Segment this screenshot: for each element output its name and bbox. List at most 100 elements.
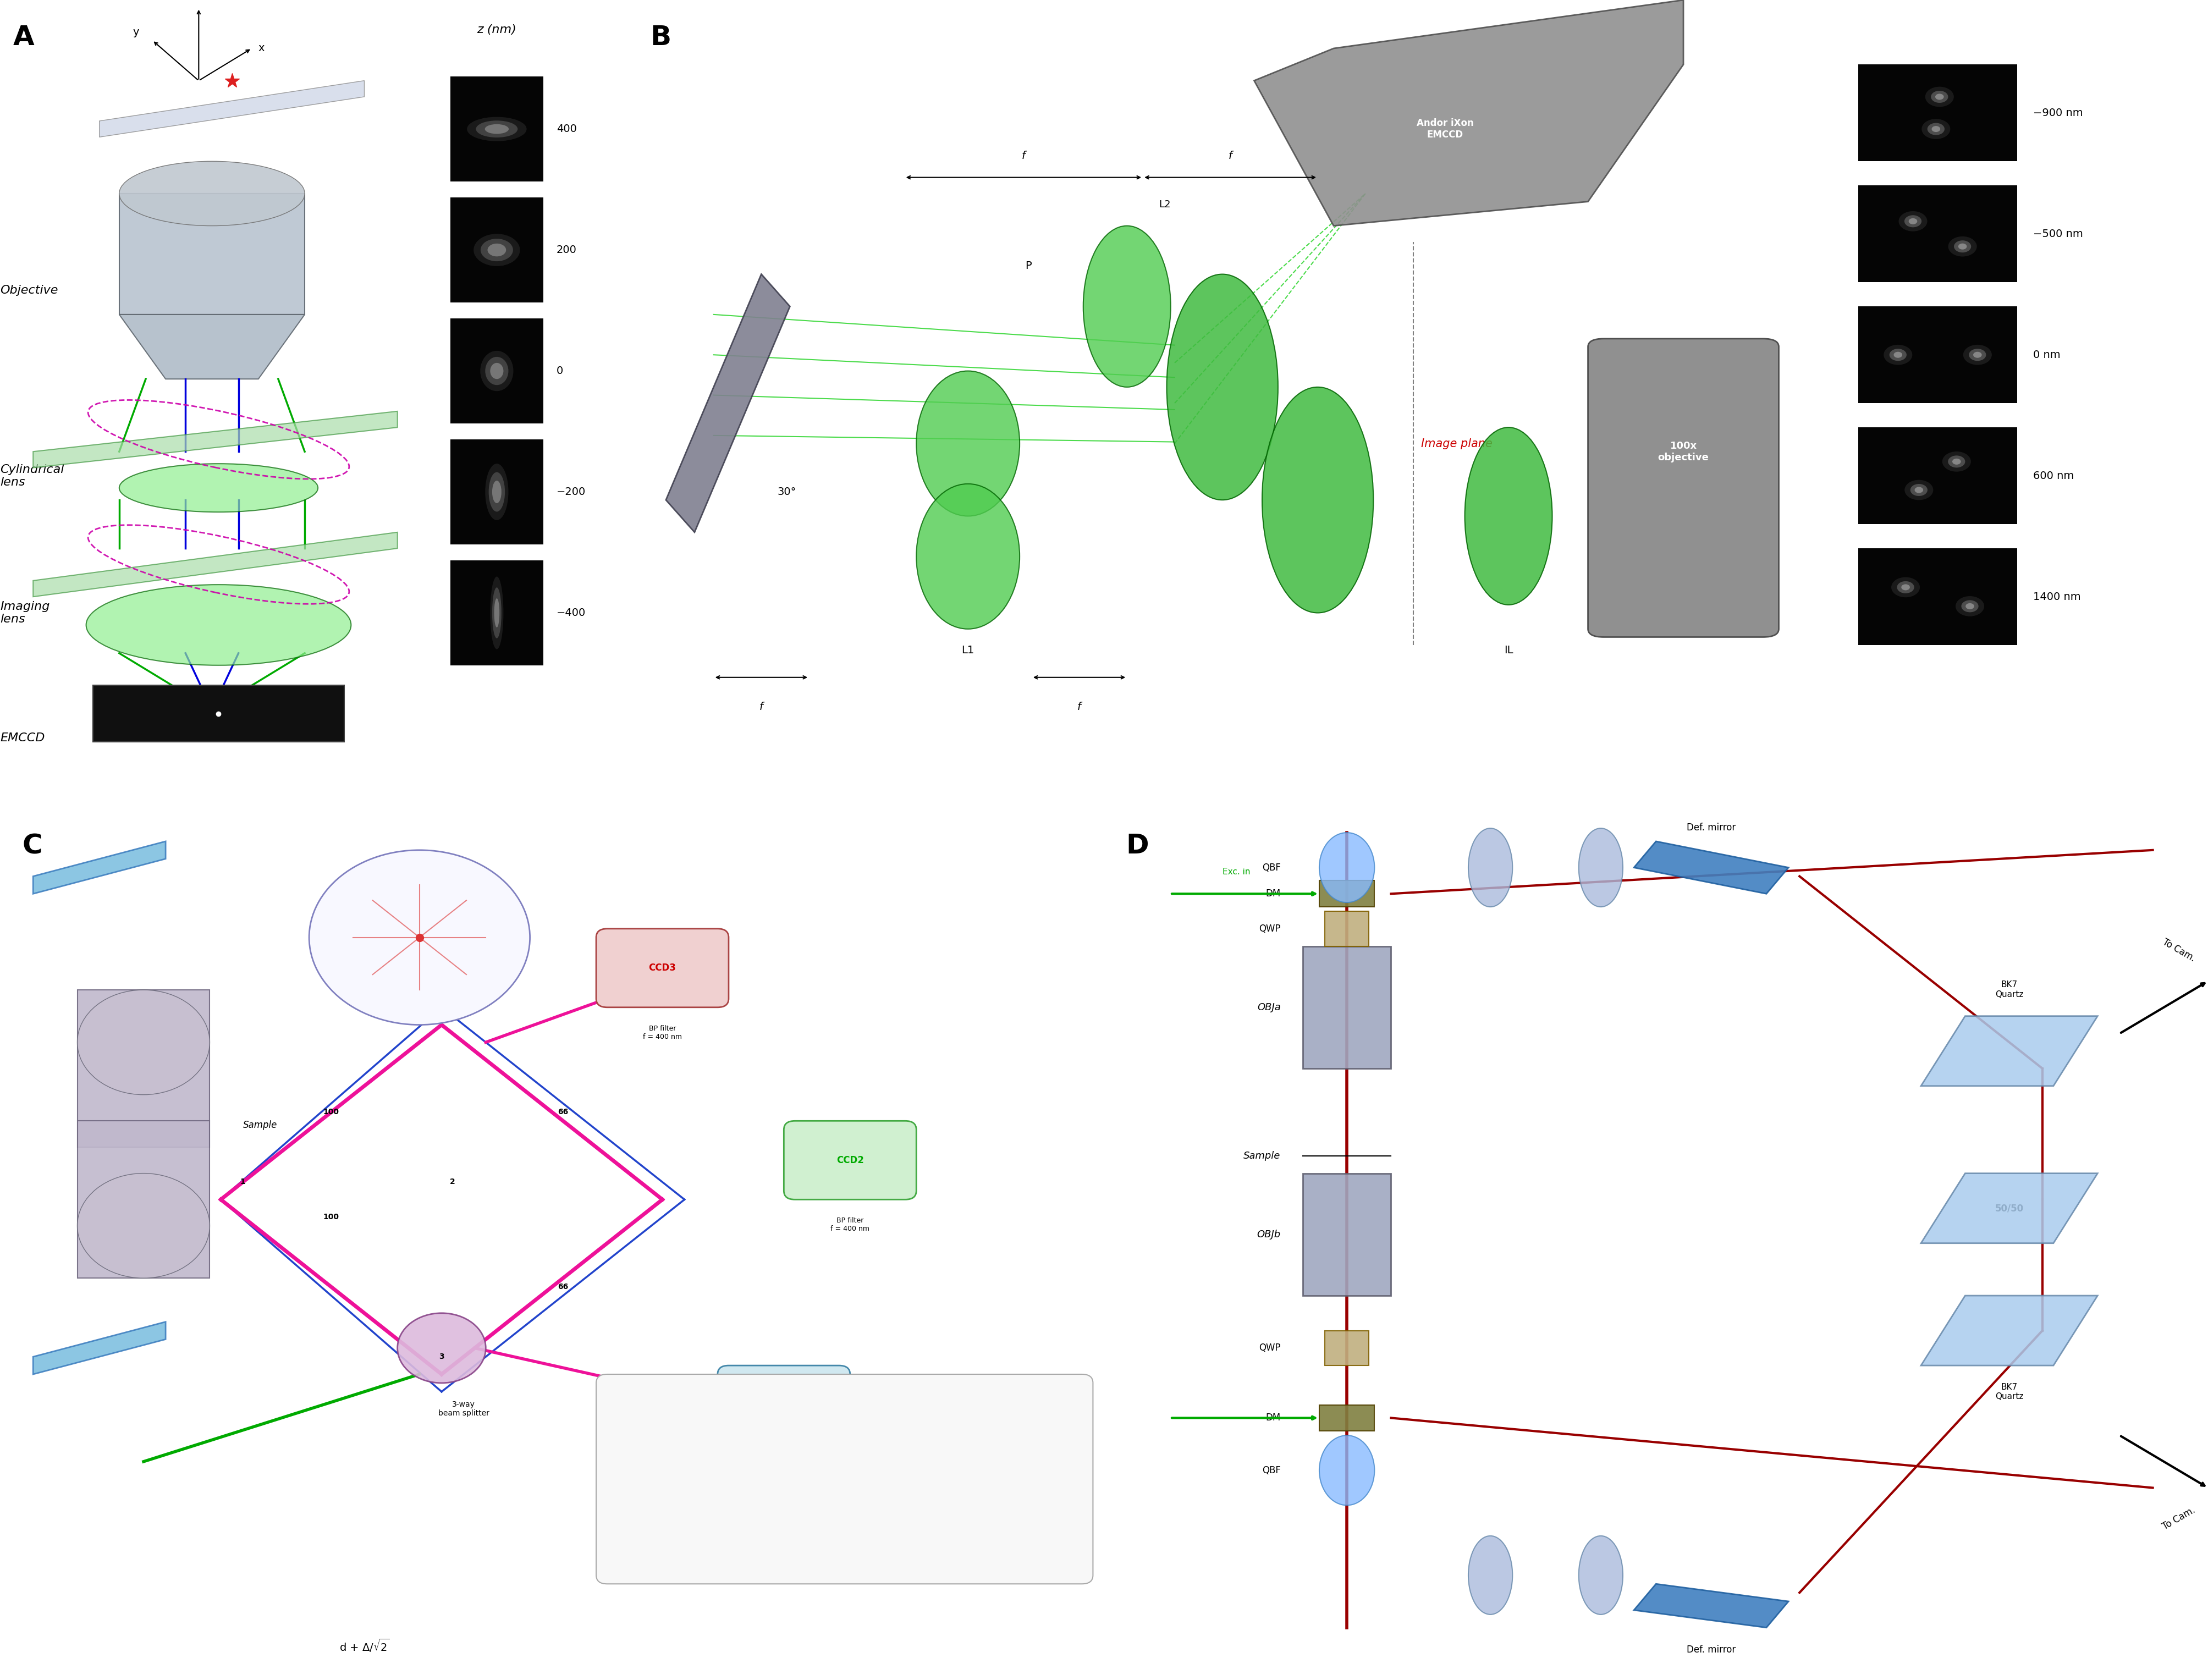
- Ellipse shape: [1921, 119, 1950, 139]
- Ellipse shape: [1928, 123, 1945, 134]
- Text: L2: L2: [1159, 200, 1170, 210]
- Text: Andor iXon
EMCCD: Andor iXon EMCCD: [1415, 118, 1473, 139]
- Polygon shape: [77, 990, 210, 1147]
- Ellipse shape: [1925, 87, 1954, 108]
- Text: f: f: [1078, 702, 1082, 712]
- Polygon shape: [450, 561, 543, 665]
- Text: 3  Mirror: 3 Mirror: [629, 1470, 662, 1478]
- Text: DM: DM: [1265, 1413, 1281, 1423]
- Text: 1  66:33 Beam splitter: 1 66:33 Beam splitter: [629, 1401, 715, 1408]
- Text: OBJa: OBJa: [1256, 1003, 1281, 1013]
- Text: 16.5: 16.5: [740, 1532, 757, 1539]
- Ellipse shape: [1947, 455, 1965, 467]
- Ellipse shape: [486, 356, 508, 385]
- FancyBboxPatch shape: [718, 1366, 850, 1445]
- Text: −900 nm: −900 nm: [2034, 108, 2082, 118]
- Text: QBF: QBF: [1263, 862, 1281, 872]
- Text: To Cam.: To Cam.: [2162, 937, 2197, 964]
- Polygon shape: [1634, 842, 1788, 894]
- Text: (a) 50/: (a) 50/: [629, 1505, 654, 1514]
- Polygon shape: [119, 193, 305, 314]
- Text: 600 nm: 600 nm: [2034, 470, 2073, 480]
- Circle shape: [309, 850, 530, 1025]
- Text: DM: DM: [1265, 889, 1281, 899]
- Ellipse shape: [77, 1173, 210, 1278]
- Text: Sample: Sample: [243, 1121, 278, 1131]
- Polygon shape: [450, 198, 543, 302]
- Ellipse shape: [1908, 218, 1917, 223]
- Ellipse shape: [488, 244, 506, 257]
- Ellipse shape: [477, 121, 517, 138]
- Ellipse shape: [1932, 126, 1941, 133]
- Ellipse shape: [1897, 581, 1914, 593]
- Ellipse shape: [1943, 452, 1972, 472]
- Ellipse shape: [916, 484, 1020, 628]
- Text: 30°: 30°: [777, 487, 797, 497]
- Ellipse shape: [492, 588, 501, 638]
- Ellipse shape: [1910, 484, 1928, 496]
- Text: Exc. in: Exc. in: [1223, 869, 1250, 877]
- Polygon shape: [33, 842, 166, 894]
- Text: 1: 1: [241, 1178, 245, 1186]
- Ellipse shape: [1961, 600, 1978, 612]
- Ellipse shape: [86, 585, 351, 665]
- Ellipse shape: [1579, 1536, 1623, 1614]
- Text: δ: δ: [497, 932, 503, 942]
- Polygon shape: [1859, 64, 2018, 161]
- Text: 1400 nm: 1400 nm: [2034, 591, 2080, 601]
- Ellipse shape: [1970, 349, 1985, 361]
- Polygon shape: [1634, 1584, 1788, 1628]
- Ellipse shape: [1906, 480, 1934, 501]
- Text: QBF: QBF: [1263, 1465, 1281, 1475]
- Polygon shape: [33, 1322, 166, 1374]
- Polygon shape: [1921, 1295, 2098, 1366]
- Ellipse shape: [1320, 1435, 1373, 1505]
- Text: CCD2: CCD2: [837, 1156, 863, 1166]
- Polygon shape: [667, 274, 790, 533]
- Text: SLM: SLM: [687, 396, 702, 423]
- Polygon shape: [1859, 548, 2018, 645]
- Text: d + $\Delta/\sqrt{2}$: d + $\Delta/\sqrt{2}$: [340, 1638, 389, 1653]
- Text: BK7
Quartz: BK7 Quartz: [1996, 1383, 2023, 1401]
- Polygon shape: [1921, 1016, 2098, 1085]
- Text: BP filter
f = 400 nm: BP filter f = 400 nm: [764, 1462, 804, 1477]
- Text: 0: 0: [556, 366, 563, 376]
- Ellipse shape: [1468, 828, 1512, 907]
- Ellipse shape: [1464, 427, 1552, 605]
- Text: Def. mirror: Def. mirror: [1687, 823, 1735, 833]
- Text: CCD3: CCD3: [649, 963, 676, 973]
- Text: Sample: Sample: [1243, 1151, 1281, 1161]
- FancyBboxPatch shape: [596, 929, 729, 1008]
- Text: 2  50:50 Beam splitter: 2 50:50 Beam splitter: [629, 1435, 715, 1443]
- Ellipse shape: [492, 480, 501, 504]
- Polygon shape: [1320, 1404, 1373, 1431]
- Ellipse shape: [1166, 274, 1278, 501]
- Ellipse shape: [486, 124, 508, 134]
- Ellipse shape: [1263, 386, 1373, 613]
- Ellipse shape: [1901, 585, 1910, 590]
- Polygon shape: [1859, 427, 2018, 524]
- Text: (b) 16.5/: (b) 16.5/: [629, 1532, 662, 1539]
- FancyBboxPatch shape: [1588, 339, 1780, 637]
- Text: (c) 33/: (c) 33/: [629, 1557, 654, 1566]
- Polygon shape: [99, 81, 364, 138]
- Text: L1: L1: [963, 645, 974, 655]
- Ellipse shape: [1899, 212, 1928, 232]
- Polygon shape: [1303, 946, 1391, 1068]
- Text: 50: 50: [718, 1505, 726, 1514]
- Ellipse shape: [1956, 596, 1985, 617]
- Text: OBJb: OBJb: [1256, 1230, 1281, 1240]
- Ellipse shape: [479, 351, 512, 391]
- Ellipse shape: [1892, 578, 1921, 598]
- Text: Objective: Objective: [0, 286, 57, 296]
- Polygon shape: [1859, 185, 2018, 282]
- Text: To Cam.: To Cam.: [2162, 1505, 2197, 1532]
- Polygon shape: [93, 685, 344, 743]
- Text: f: f: [760, 702, 764, 712]
- Polygon shape: [450, 77, 543, 181]
- Text: BP filter
f = 400 nm: BP filter f = 400 nm: [830, 1216, 870, 1233]
- Polygon shape: [1859, 306, 2018, 403]
- Ellipse shape: [1914, 487, 1923, 492]
- Polygon shape: [119, 314, 305, 380]
- Ellipse shape: [1320, 833, 1373, 902]
